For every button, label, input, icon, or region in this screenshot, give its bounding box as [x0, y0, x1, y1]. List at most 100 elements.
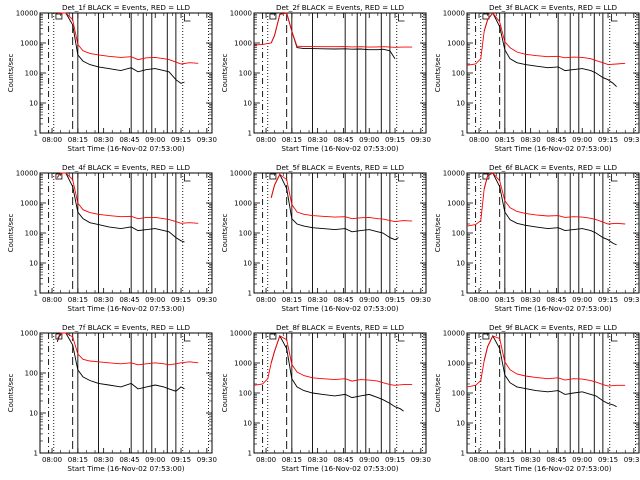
lld-series-line: [253, 335, 413, 386]
y-tick-label: 1000: [20, 330, 38, 338]
y-axis-label: Counts/sec: [434, 374, 442, 413]
x-tick-label: 08:15: [495, 456, 515, 464]
x-axis-label: Start Time (16-Nov-02 07:53:00): [494, 144, 611, 153]
chart-panel-9: Det_9f BLACK = Events, RED = LLD 1 10 100 10…: [434, 323, 640, 473]
x-tick-label: 09:00: [145, 456, 165, 464]
y-axis-label: Counts/sec: [7, 374, 15, 413]
x-tick-label: 09:30: [197, 296, 217, 304]
x-tick-label: 08:45: [333, 136, 353, 144]
x-tick-label: 09:30: [411, 136, 431, 144]
chart-title: Det_9f BLACK = Events, RED = LLD: [489, 323, 618, 332]
x-tick-label: 08:00: [256, 456, 276, 464]
chart-title: Det_2f BLACK = Events, RED = LLD: [276, 3, 405, 12]
y-tick-label: 100: [239, 70, 252, 78]
y-tick-label: 10: [29, 100, 38, 108]
x-tick-label: 08:45: [333, 456, 353, 464]
chart-title: Det_7f BLACK = Events, RED = LLD: [62, 323, 191, 332]
y-tick-label: 10000: [16, 170, 38, 178]
x-tick-label: 09:15: [598, 456, 618, 464]
events-series-line: [270, 12, 396, 59]
y-tick-label: 1000: [447, 360, 465, 368]
x-tick-label: 09:00: [145, 136, 165, 144]
events-series-line: [483, 172, 617, 246]
events-series-line: [270, 173, 399, 241]
end-bracket-marker: [184, 174, 191, 182]
plot-frame: [39, 12, 213, 134]
y-tick-label: 1: [34, 290, 38, 298]
x-tick-label: 08:30: [308, 456, 328, 464]
x-tick-label: 09:00: [359, 136, 379, 144]
y-tick-label: 1000: [234, 360, 252, 368]
x-axis-label: Start Time (16-Nov-02 07:53:00): [281, 464, 398, 473]
y-tick-label: 1: [461, 290, 465, 298]
peak-marker: [55, 13, 63, 20]
y-tick-label: 10: [456, 100, 465, 108]
end-bracket-marker: [611, 334, 618, 342]
x-tick-label: 08:30: [521, 296, 541, 304]
y-tick-label: 1: [461, 130, 465, 138]
x-tick-label: 08:15: [282, 296, 302, 304]
x-tick-label: 08:45: [333, 296, 353, 304]
y-tick-label: 10: [456, 260, 465, 268]
lld-series-line: [253, 12, 413, 48]
end-bracket-marker: [398, 174, 405, 182]
y-axis-label: Counts/sec: [221, 214, 229, 253]
y-tick-label: 10: [243, 260, 252, 268]
y-axis-label: Counts/sec: [221, 374, 229, 413]
end-bracket-marker: [611, 174, 618, 182]
y-tick-label: 10: [243, 100, 252, 108]
peak-marker: [55, 333, 63, 340]
y-axis-label: Counts/sec: [434, 54, 442, 93]
x-tick-label: 09:15: [598, 296, 618, 304]
x-tick-label: 09:30: [411, 456, 431, 464]
chart-title: Det_1f BLACK = Events, RED = LLD: [62, 3, 191, 12]
x-tick-label: 08:45: [546, 136, 566, 144]
x-tick-label: 08:45: [546, 296, 566, 304]
x-tick-label: 08:15: [282, 136, 302, 144]
y-tick-label: 100: [239, 230, 252, 238]
y-tick-label: 100: [452, 70, 465, 78]
chart-title: Det_4f BLACK = Events, RED = LLD: [62, 163, 191, 172]
chart-title: Det_8f BLACK = Events, RED = LLD: [276, 323, 405, 332]
y-tick-label: 1000: [20, 40, 38, 48]
lld-series-line: [466, 335, 626, 388]
peak-marker: [482, 13, 490, 20]
y-axis-label: Counts/sec: [221, 54, 229, 93]
lld-series-line: [56, 172, 199, 224]
events-series-line: [483, 12, 617, 88]
y-tick-label: 1: [34, 130, 38, 138]
chart-title: Det_3f BLACK = Events, RED = LLD: [489, 3, 618, 12]
plot-frame: [253, 12, 427, 134]
events-series-line: [56, 332, 185, 392]
x-tick-label: 08:15: [282, 456, 302, 464]
lld-series-line: [270, 173, 413, 223]
x-tick-label: 09:15: [385, 456, 405, 464]
x-tick-label: 09:00: [359, 296, 379, 304]
x-tick-label: 08:00: [256, 136, 276, 144]
y-tick-label: 1000: [447, 200, 465, 208]
y-tick-label: 1: [461, 450, 465, 458]
x-tick-label: 08:00: [42, 296, 62, 304]
chart-title: Det_6f BLACK = Events, RED = LLD: [489, 163, 618, 172]
chart-panel-2: Det_2f BLACK = Events, RED = LLD 1 10 100 10…: [221, 3, 431, 153]
chart-panel-4: Det_4f BLACK = Events, RED = LLD 1 10 100 10…: [7, 163, 217, 313]
x-tick-label: 09:30: [624, 296, 640, 304]
y-tick-label: 1: [248, 450, 252, 458]
x-tick-label: 08:00: [469, 136, 489, 144]
plot-frame: [253, 332, 427, 454]
y-tick-label: 10: [29, 260, 38, 268]
y-tick-label: 10000: [443, 170, 465, 178]
x-tick-label: 09:30: [197, 456, 217, 464]
y-tick-label: 10000: [230, 330, 252, 338]
lld-series-line: [57, 12, 199, 65]
y-tick-label: 10: [29, 410, 38, 418]
x-tick-label: 09:00: [572, 456, 592, 464]
x-tick-label: 09:15: [171, 296, 191, 304]
x-tick-label: 09:00: [572, 136, 592, 144]
x-tick-label: 08:00: [42, 136, 62, 144]
end-bracket-marker: [398, 14, 405, 22]
lld-series-line: [466, 172, 626, 227]
y-tick-label: 100: [452, 390, 465, 398]
x-tick-label: 09:15: [171, 136, 191, 144]
